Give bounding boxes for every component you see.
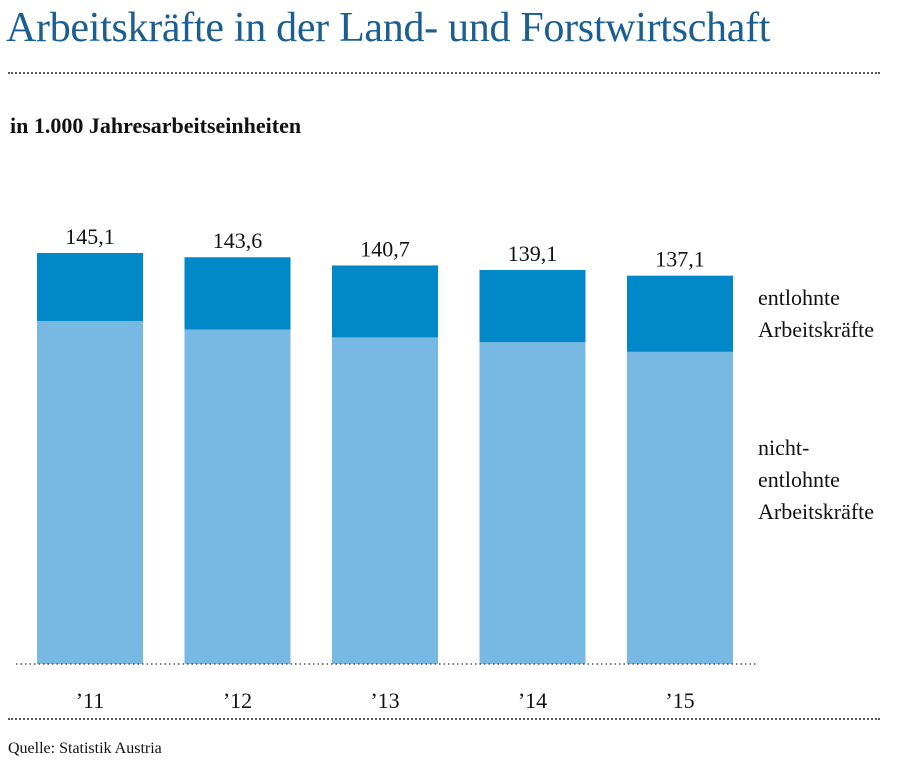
source-note: Quelle: Statistik Austria	[8, 740, 162, 757]
bar-segment-nicht-entlohnt	[37, 320, 143, 664]
bar-segment-entlohnt	[184, 257, 291, 330]
x-tick-label: ’13	[370, 688, 399, 713]
legend-entlohnt-line-1: entlohnte	[758, 285, 840, 310]
legend-nicht-entlohnt-line-1: nicht-	[758, 435, 810, 460]
total-value-label: 139,1	[508, 241, 558, 266]
legend-entlohnt-line-2: Arbeitskräfte	[758, 317, 875, 342]
x-tick-label: ’14	[518, 688, 547, 713]
chart-subtitle: in 1.000 Jahresarbeitseinheiten	[10, 113, 302, 138]
total-value-label: 137,1	[655, 247, 705, 272]
bar-segment-nicht-entlohnt	[627, 351, 733, 664]
top-divider	[8, 72, 880, 74]
x-tick-label: ’11	[76, 688, 105, 713]
chart-title: Arbeitskräfte in der Land- und Forstwirt…	[6, 5, 771, 51]
total-value-label: 143,6	[213, 228, 263, 253]
bar-segment-entlohnt	[37, 253, 143, 321]
bar-segment-entlohnt	[332, 265, 438, 338]
legend-nicht-entlohnt-line-3: Arbeitskräfte	[758, 499, 875, 524]
x-tick-label: ’12	[223, 688, 252, 713]
bar-segment-entlohnt	[627, 275, 733, 352]
bar-segment-nicht-entlohnt	[184, 329, 291, 664]
legend-nicht-entlohnt: nicht- entlohnte Arbeitskräfte	[758, 432, 874, 528]
bar-segment-nicht-entlohnt	[479, 342, 586, 664]
legend-nicht-entlohnt-line-2: entlohnte	[758, 467, 840, 492]
bar-segment-nicht-entlohnt	[332, 337, 438, 664]
bottom-divider	[8, 718, 880, 720]
legend-entlohnt: entlohnte Arbeitskräfte	[758, 282, 874, 346]
x-tick-label: ’15	[665, 688, 694, 713]
total-value-label: 140,7	[360, 236, 410, 261]
total-value-label: 145,1	[65, 224, 115, 249]
bar-segment-entlohnt	[479, 269, 586, 343]
